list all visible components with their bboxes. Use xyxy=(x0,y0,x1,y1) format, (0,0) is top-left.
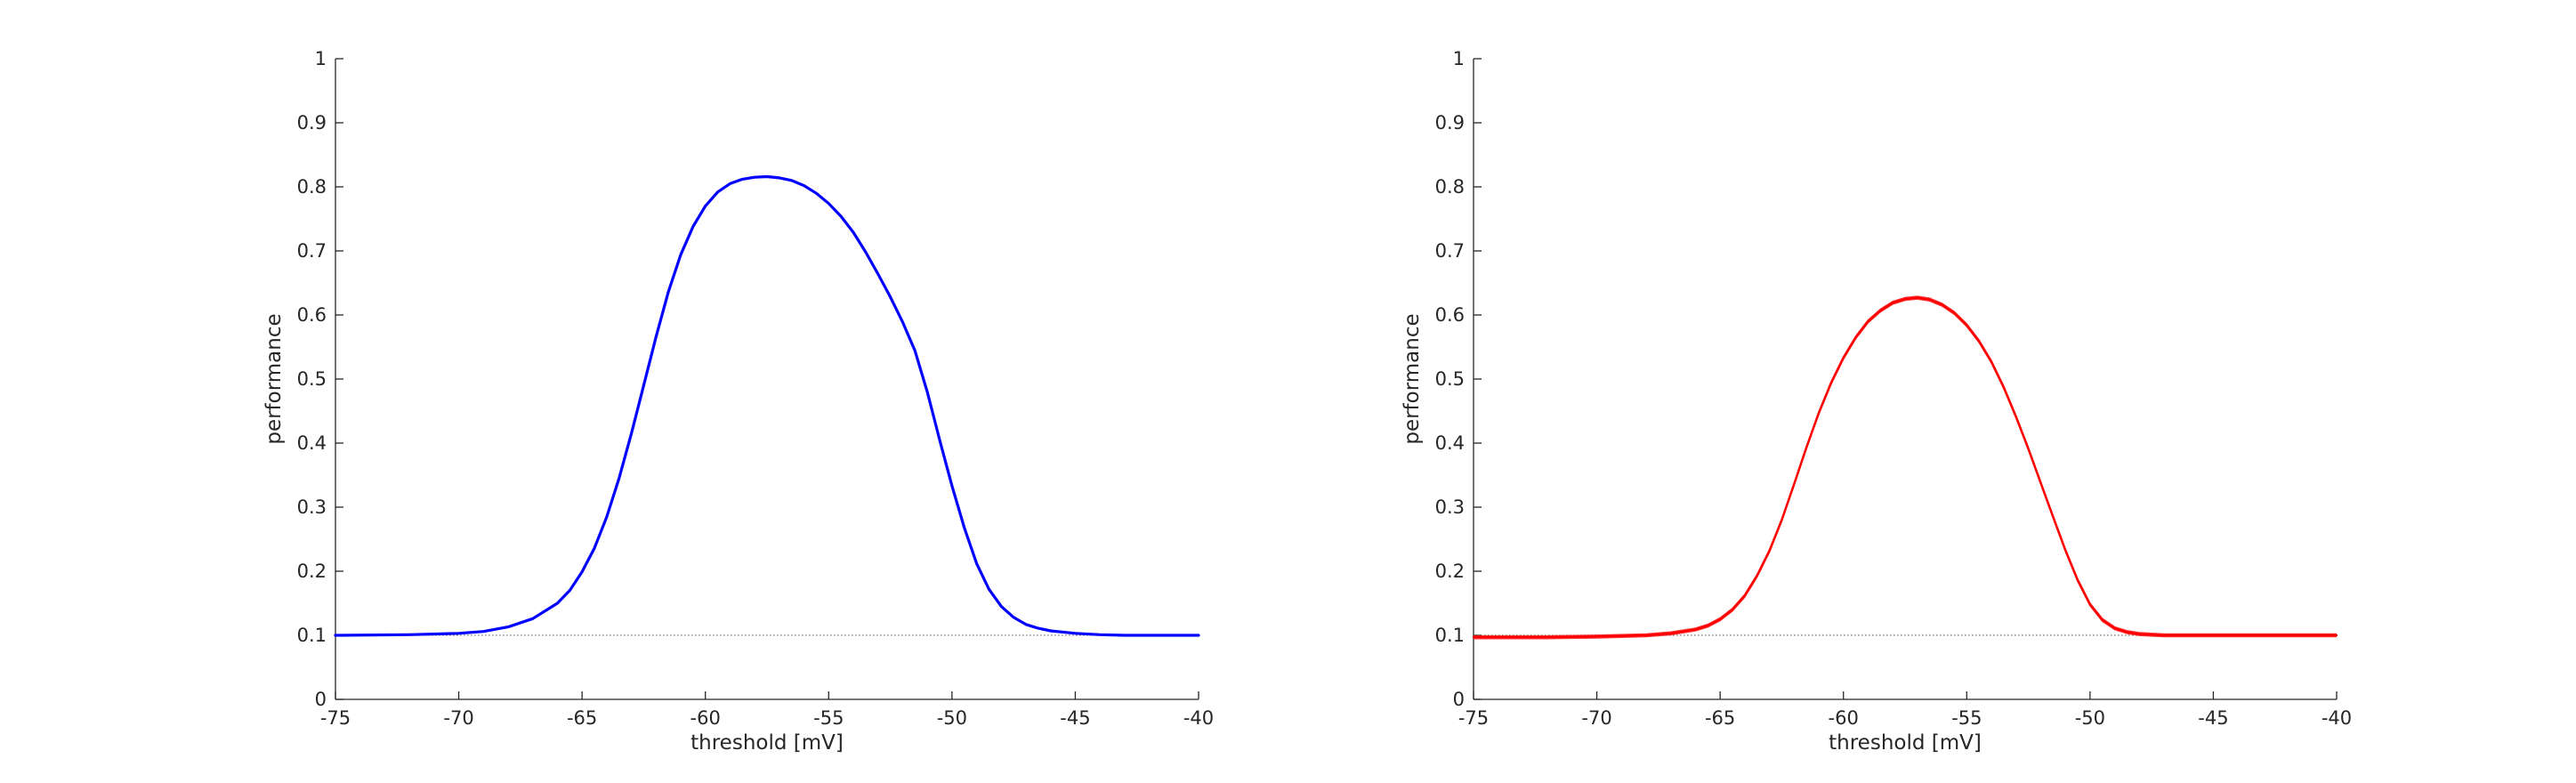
right-x-tick-label: -50 xyxy=(2075,707,2105,729)
left-x-tick-label: -70 xyxy=(443,707,473,729)
left-y-tick-label: 0 xyxy=(315,689,327,710)
left-y-tick-label: 0.8 xyxy=(297,176,327,198)
left-y-tick-label: 0.6 xyxy=(297,304,327,326)
left-plot-panel: 0 0.1 0.2 0.3 0.4 0.5 0.6 0.7 0.8 0.9 1 -75 -70 -65 -6… xyxy=(262,48,1214,755)
right-y-tick-label: 0.1 xyxy=(1435,625,1465,646)
right-y-tick-label: 0.2 xyxy=(1435,561,1465,582)
right-x-tick-label: -65 xyxy=(1705,707,1735,729)
right-x-tick-label: -75 xyxy=(1458,707,1489,729)
right-x-tick-label: -70 xyxy=(1581,707,1611,729)
right-x-tick-label: -40 xyxy=(2322,707,2352,729)
left-x-tick-label: -60 xyxy=(690,707,721,729)
left-x-tick-label: -65 xyxy=(567,707,597,729)
right-y-tick-label: 0.4 xyxy=(1435,432,1465,454)
right-y-tick-label: 0.5 xyxy=(1435,368,1465,390)
left-x-tick-label: -40 xyxy=(1183,707,1214,729)
left-x-tick-label: -55 xyxy=(813,707,844,729)
right-trial-line xyxy=(1474,296,2337,638)
left-y-tick-label: 0.2 xyxy=(297,561,327,582)
left-y-tick-label: 0.7 xyxy=(297,240,327,262)
left-x-tick-label: -50 xyxy=(937,707,967,729)
left-performance-line xyxy=(334,174,1200,637)
left-y-tick-label: 0.4 xyxy=(297,432,327,454)
right-x-tick-label: -60 xyxy=(1829,707,1859,729)
left-x-tick-label: -45 xyxy=(1060,707,1090,729)
left-y-tick-label: 1 xyxy=(315,48,327,69)
right-y-axis-label: performance xyxy=(1401,313,1424,444)
right-y-tick-label: 0 xyxy=(1453,689,1465,710)
left-y-tick-label: 0.3 xyxy=(297,496,327,518)
right-y-tick-label: 0.8 xyxy=(1435,176,1465,198)
left-x-axis-label: threshold [mV] xyxy=(690,731,844,755)
right-x-tick-label: -55 xyxy=(1951,707,1982,729)
left-y-tick-label: 0.1 xyxy=(297,625,327,646)
right-y-tick-label: 1 xyxy=(1453,48,1465,69)
left-y-tick-label: 0.5 xyxy=(297,368,327,390)
right-x-tick-label: -45 xyxy=(2198,707,2228,729)
right-y-tick-label: 0.7 xyxy=(1435,240,1465,262)
right-y-tick-label: 0.9 xyxy=(1435,112,1465,133)
right-trial-line xyxy=(1474,298,2337,640)
right-plot-panel: 0 0.1 0.2 0.3 0.4 0.5 0.6 0.7 0.8 0.9 1 -75 -70 -65 -6… xyxy=(1401,48,2352,755)
left-x-tick-label: -75 xyxy=(320,707,351,729)
left-y-axis-label: performance xyxy=(262,313,286,444)
right-y-tick-label: 0.6 xyxy=(1435,304,1465,326)
right-trial-line xyxy=(1474,295,2337,637)
left-y-tick-label: 0.9 xyxy=(297,112,327,133)
right-x-axis-label: threshold [mV] xyxy=(1829,731,1982,755)
right-performance-line xyxy=(1472,296,2338,639)
right-y-tick-label: 0.3 xyxy=(1435,496,1465,518)
